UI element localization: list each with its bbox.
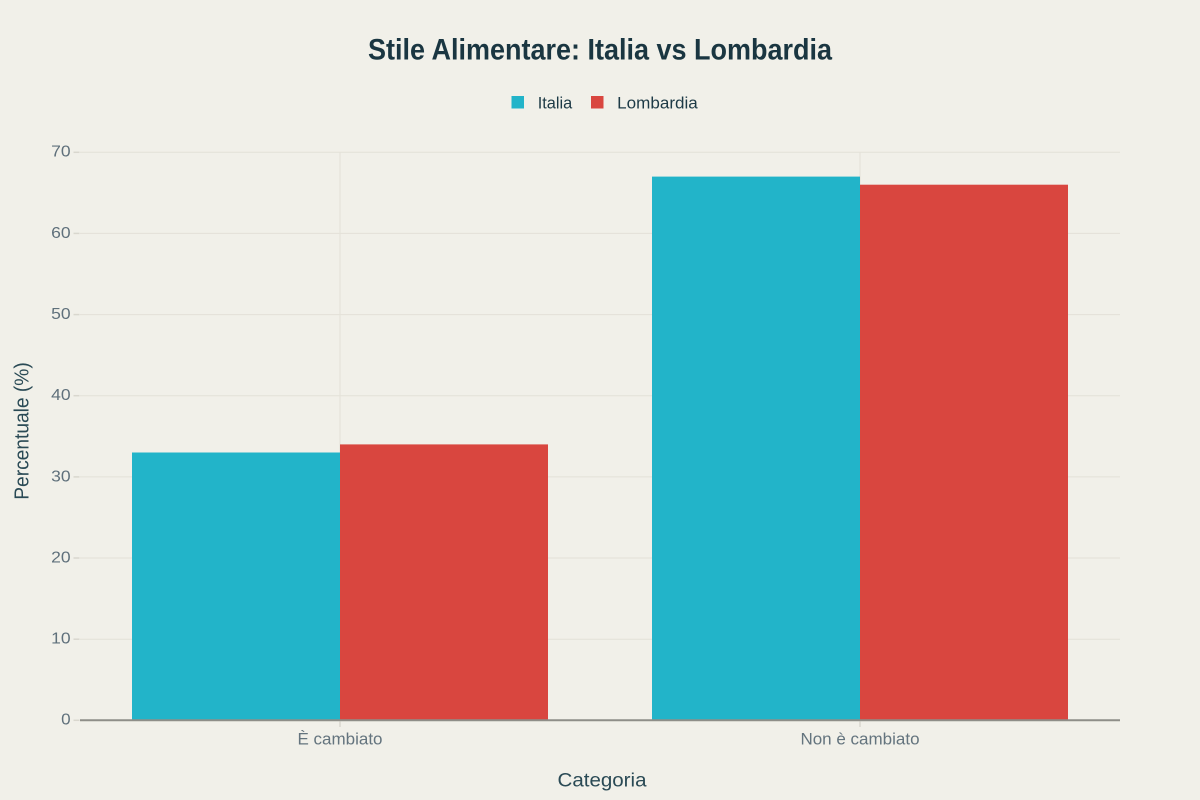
svg-text:10: 10 bbox=[51, 631, 71, 648]
svg-text:È cambiato: È cambiato bbox=[297, 730, 382, 749]
svg-text:Categoria: Categoria bbox=[558, 770, 647, 791]
svg-text:70: 70 bbox=[51, 144, 71, 161]
svg-text:0: 0 bbox=[61, 712, 71, 729]
svg-text:40: 40 bbox=[51, 387, 71, 404]
svg-text:60: 60 bbox=[51, 225, 71, 242]
svg-text:Non è cambiato: Non è cambiato bbox=[800, 730, 919, 749]
svg-text:30: 30 bbox=[51, 468, 71, 485]
svg-text:Percentuale (%): Percentuale (%) bbox=[12, 362, 34, 500]
svg-text:50: 50 bbox=[51, 306, 71, 323]
svg-text:Stile Alimentare: Italia vs Lo: Stile Alimentare: Italia vs Lombardia bbox=[368, 34, 832, 67]
svg-text:Lombardia: Lombardia bbox=[617, 94, 698, 112]
svg-text:20: 20 bbox=[51, 549, 71, 566]
svg-text:Italia: Italia bbox=[538, 94, 573, 112]
